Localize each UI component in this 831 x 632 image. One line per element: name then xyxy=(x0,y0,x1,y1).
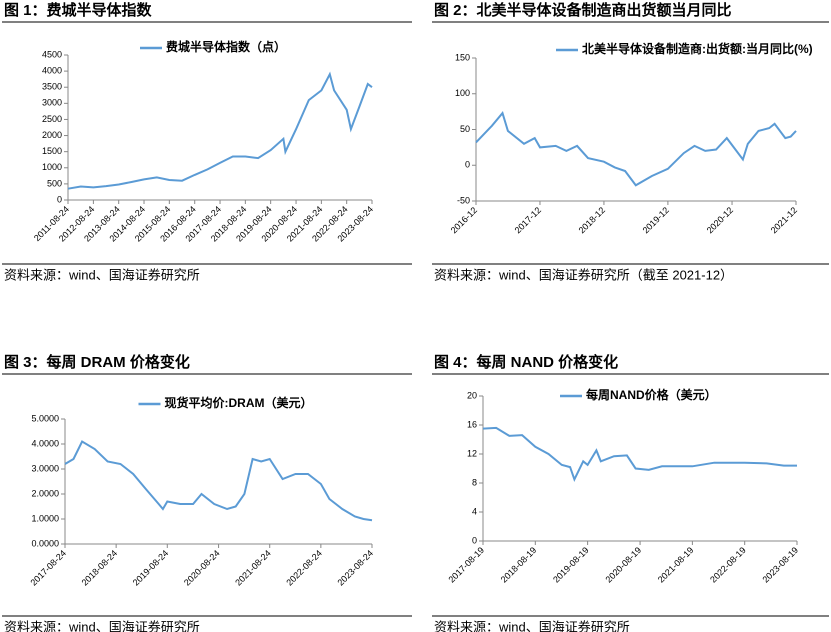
x-tick-label: 2021-08-19 xyxy=(656,545,696,585)
x-tick-label: 2020-12 xyxy=(705,205,735,235)
legend-label: 现货平均价:DRAM（美元） xyxy=(165,395,313,410)
y-tick-label: 100 xyxy=(455,88,470,98)
y-tick-label: 4 xyxy=(472,506,477,516)
x-tick-label: 2021-08-24 xyxy=(233,548,273,588)
figure-title: 图 2：北美半导体设备制造商出货额当月同比 xyxy=(434,1,732,19)
legend-label: 每周NAND价格（美元） xyxy=(586,387,717,402)
y-tick-label: 1000 xyxy=(42,162,62,172)
x-tick-label: 2018-12 xyxy=(577,205,607,235)
y-tick-label: 0 xyxy=(465,160,470,170)
source-note: 资料来源：wind、国海证券研究所（截至 2021-12） xyxy=(434,267,733,282)
y-tick-label: 4500 xyxy=(42,49,62,59)
y-tick-label: -50 xyxy=(457,195,470,205)
y-tick-label: 1500 xyxy=(42,146,62,156)
x-tick-label: 2017-08-24 xyxy=(28,548,68,588)
x-tick-label: 2023-08-24 xyxy=(335,548,375,588)
y-tick-label: 0 xyxy=(472,535,477,545)
y-tick-label: 150 xyxy=(455,52,470,62)
y-tick-label: 5.0000 xyxy=(31,413,59,423)
figure-title: 图 1：费城半导体指数 xyxy=(4,1,153,19)
y-tick-label: 8 xyxy=(472,477,477,487)
y-tick-label: 50 xyxy=(460,124,470,134)
figure-title: 图 3：每周 DRAM 价格变化 xyxy=(4,353,190,371)
x-tick-label: 2016-12 xyxy=(449,205,479,235)
x-tick-label: 2022-08-24 xyxy=(284,548,324,588)
y-tick-label: 3500 xyxy=(42,82,62,92)
source-note: 资料来源：wind、国海证券研究所 xyxy=(4,267,200,282)
y-tick-label: 1.0000 xyxy=(31,513,59,523)
x-tick-label: 2021-12 xyxy=(769,205,799,235)
x-tick-label: 2022-08-19 xyxy=(708,545,748,585)
y-tick-label: 2500 xyxy=(42,114,62,124)
y-tick-label: 16 xyxy=(467,419,477,429)
y-tick-label: 3.0000 xyxy=(31,463,59,473)
y-tick-label: 2.0000 xyxy=(31,488,59,498)
y-tick-label: 0 xyxy=(57,194,62,204)
source-note: 资料来源：wind、国海证券研究所 xyxy=(4,619,200,632)
x-tick-label: 2020-08-19 xyxy=(604,545,644,585)
x-tick-label: 2019-08-19 xyxy=(551,545,591,585)
y-tick-label: 20 xyxy=(467,390,477,400)
y-tick-label: 0.0000 xyxy=(31,538,59,548)
y-tick-label: 2000 xyxy=(42,130,62,140)
legend-label: 费城半导体指数（点） xyxy=(166,39,286,54)
x-tick-label: 2018-08-24 xyxy=(80,548,120,588)
x-tick-label: 2018-08-19 xyxy=(499,545,539,585)
source-note: 资料来源：wind、国海证券研究所 xyxy=(434,619,630,632)
y-tick-label: 500 xyxy=(47,178,62,188)
x-tick-label: 2017-08-19 xyxy=(446,545,486,585)
series-line xyxy=(482,426,797,482)
legend-label: 北美半导体设备制造商:出货额:当月同比(%) xyxy=(582,41,813,56)
y-tick-label: 12 xyxy=(467,448,477,458)
series-line xyxy=(67,71,373,190)
series-line xyxy=(475,111,797,187)
x-tick-label: 2019-12 xyxy=(641,205,671,235)
x-tick-label: 2023-08-19 xyxy=(760,545,800,585)
x-tick-label: 2019-08-24 xyxy=(131,548,171,588)
x-tick-label: 2017-12 xyxy=(513,205,543,235)
y-tick-label: 4000 xyxy=(42,65,62,75)
y-tick-label: 4.0000 xyxy=(31,438,59,448)
series-line xyxy=(64,440,373,522)
figure-title: 图 4：每周 NAND 价格变化 xyxy=(434,353,618,371)
x-tick-label: 2020-08-24 xyxy=(182,548,222,588)
y-tick-label: 3000 xyxy=(42,98,62,108)
